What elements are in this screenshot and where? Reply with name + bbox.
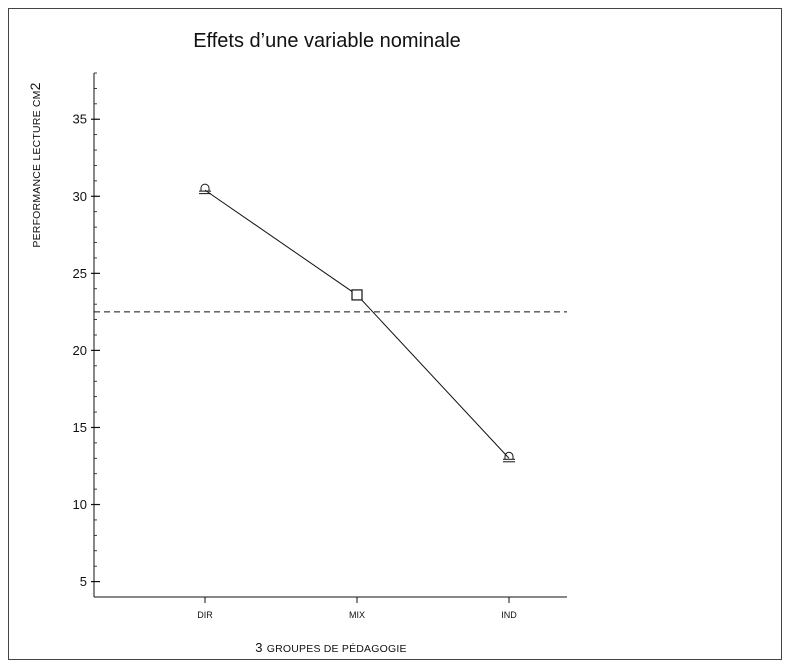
y-tick-label: 5: [80, 574, 87, 589]
x-axis-label-prefix: 3: [255, 640, 262, 655]
x-tick-label-ind: IND: [501, 610, 517, 620]
svg-text:PERFORMANCE LECTURE CM2: PERFORMANCE LECTURE CM2: [27, 82, 43, 247]
x-tick-label-dir: DIR: [197, 610, 213, 620]
y-axis-label-suffix: 2: [27, 82, 43, 90]
y-axis-label-main: PERFORMANCE LECTURE CM: [31, 90, 43, 247]
data-point-ind: [503, 451, 515, 463]
chart-title: Effets d’une variable nominale: [193, 30, 461, 52]
x-tick-label-mix: MIX: [349, 610, 365, 620]
x-axis-label: 3 GROUPES DE PÉDAGOGIE: [255, 640, 406, 655]
y-tick-label: 25: [73, 266, 87, 281]
series-line: [204, 189, 510, 459]
data-point-mix: [351, 289, 363, 301]
y-tick-label: 20: [73, 343, 87, 358]
data-point-mix-marker: [351, 289, 363, 301]
series: [199, 183, 515, 463]
y-tick-label: 35: [73, 112, 87, 127]
y-tick-label: 10: [73, 497, 87, 512]
y-axis-label: PERFORMANCE LECTURE CM2: [27, 82, 43, 247]
y-tick-label: 15: [73, 420, 87, 435]
x-axis-label-text: GROUPES DE PÉDAGOGIE: [267, 642, 407, 655]
chart-frame: [8, 8, 782, 660]
data-point-dir-marker-arc: [200, 183, 210, 192]
data-point-dir: [199, 183, 211, 195]
y-tick-label: 30: [73, 189, 87, 204]
data-point-ind-marker-arc: [504, 451, 514, 460]
axes: 5 10 15 20 25 30 35 DIR MIX IND: [73, 72, 567, 620]
